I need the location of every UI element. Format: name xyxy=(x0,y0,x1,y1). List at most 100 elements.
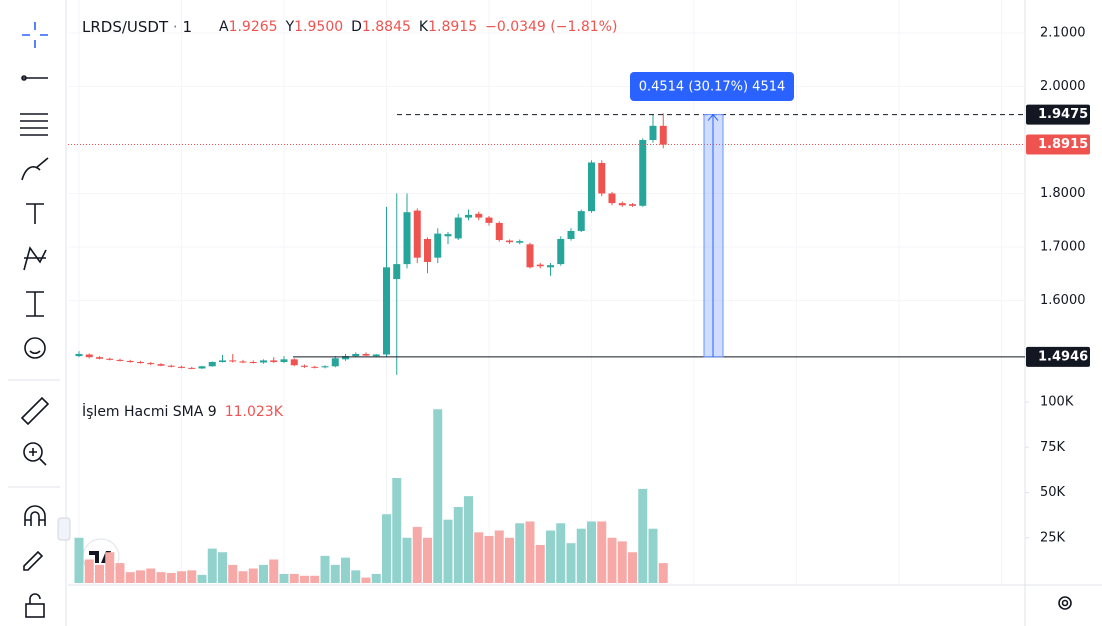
volume-bar xyxy=(95,564,104,583)
volume-bar xyxy=(433,409,443,583)
candle-body xyxy=(465,214,472,218)
pattern-tool[interactable] xyxy=(23,246,47,271)
volume-bar xyxy=(648,528,658,583)
line-tool[interactable] xyxy=(21,75,48,81)
ohlc-label: D xyxy=(351,19,362,35)
y-tick-label: 2.0000 xyxy=(1040,79,1086,94)
volume-bar xyxy=(617,541,627,583)
measure-tool[interactable] xyxy=(26,291,44,317)
volume-bar xyxy=(351,570,361,583)
draw-lock-tool[interactable] xyxy=(23,550,44,571)
volume-bar xyxy=(115,563,125,583)
settings-button[interactable] xyxy=(1058,596,1072,610)
plot-area xyxy=(68,113,1025,583)
volume-bar xyxy=(443,519,453,583)
candle-body xyxy=(75,353,83,357)
candle-body xyxy=(557,238,565,265)
price-tag xyxy=(1026,104,1090,125)
volume-bar xyxy=(289,573,299,583)
candle-body xyxy=(260,360,267,363)
symbol: LRDS/USDT xyxy=(82,18,169,36)
candle-body xyxy=(321,366,329,368)
volume-bar xyxy=(156,572,166,583)
y-tick-label: 2.1000 xyxy=(1040,26,1086,41)
volume-bar xyxy=(146,568,156,583)
measure-arrow xyxy=(707,113,719,357)
volume-bar xyxy=(628,552,637,583)
magnet-tool[interactable] xyxy=(24,505,46,526)
y-tick-label: 1.7000 xyxy=(1040,239,1086,254)
ohlc-label: A xyxy=(219,19,229,35)
volume-bar xyxy=(238,571,248,583)
candle-body xyxy=(198,366,206,369)
candle-body xyxy=(588,162,595,212)
brush-tool[interactable] xyxy=(21,157,49,181)
volume-bar xyxy=(269,559,279,583)
volume-tick-label: 25K xyxy=(1040,530,1066,545)
candle-body xyxy=(598,162,606,194)
text-tool[interactable] xyxy=(26,203,44,224)
candle-body xyxy=(85,354,93,358)
candle-body xyxy=(516,241,524,243)
volume-bar xyxy=(546,530,555,583)
fib-tool[interactable] xyxy=(20,113,48,136)
volume-bar xyxy=(320,555,330,583)
axes: 2.1000 2.0000 1.8000 1.7000 1.6000 100K 75K 50K… xyxy=(1025,26,1090,545)
volume-bar xyxy=(658,563,668,583)
volume-bar xyxy=(505,537,514,583)
collapse-button[interactable] xyxy=(57,517,71,541)
crosshair-tool[interactable] xyxy=(22,22,48,48)
volume-bar xyxy=(177,571,186,583)
volume-bar xyxy=(556,523,566,583)
volume-bar xyxy=(166,573,176,583)
interval: 1 xyxy=(182,18,192,36)
candle-body xyxy=(393,264,401,280)
volume-bar xyxy=(566,543,576,583)
price-tag xyxy=(1026,346,1090,367)
candle-body xyxy=(424,238,431,262)
candle-body xyxy=(454,217,462,239)
volume-bar xyxy=(392,478,402,583)
volume-bar xyxy=(371,573,381,583)
candle-body xyxy=(270,360,278,362)
ruler-tool[interactable] xyxy=(20,396,50,426)
price-tag xyxy=(1026,134,1090,155)
candle-body xyxy=(506,240,513,243)
volume-bar xyxy=(607,537,617,583)
candle-body xyxy=(372,354,380,357)
candle-body xyxy=(485,217,493,223)
candle-body xyxy=(208,361,216,367)
emoji-tool[interactable] xyxy=(24,337,46,359)
candle-body xyxy=(475,213,483,218)
volume-bar xyxy=(279,573,289,583)
lock-tool[interactable] xyxy=(25,593,45,618)
volume-bar xyxy=(74,537,84,583)
ohlc-value: 1.9500 xyxy=(294,19,343,35)
volume-bar xyxy=(494,530,504,583)
price-tag-label: 1.9475 xyxy=(1038,107,1088,122)
zoom-tool[interactable] xyxy=(23,442,47,466)
volume-bar xyxy=(597,521,607,583)
candle-body xyxy=(659,125,667,145)
volume-bar xyxy=(515,523,525,583)
symbol-header: LRDS/USDT · 1 xyxy=(82,18,192,36)
volume-bar xyxy=(136,570,145,583)
volume-bar xyxy=(197,574,207,583)
volume-bar xyxy=(105,552,115,583)
candle-body xyxy=(249,361,257,363)
price-tag-label: 1.4946 xyxy=(1038,349,1088,364)
candle-body xyxy=(219,360,226,362)
ohlc-value: 1.8915 xyxy=(428,19,477,35)
ohlc-label: Y xyxy=(285,19,295,35)
volume-tick-label: 75K xyxy=(1040,440,1066,455)
candle-body xyxy=(495,222,503,241)
candle-body xyxy=(290,359,298,366)
volume-bar xyxy=(361,577,371,583)
candle-body xyxy=(629,204,636,206)
ohlc: A1.9265 Y1.9500 D1.8845 K1.8915 −0.0349 (−1.… xyxy=(219,19,617,35)
candle-body xyxy=(383,267,390,355)
volume-bar xyxy=(474,532,484,583)
volume-bar xyxy=(576,528,586,583)
